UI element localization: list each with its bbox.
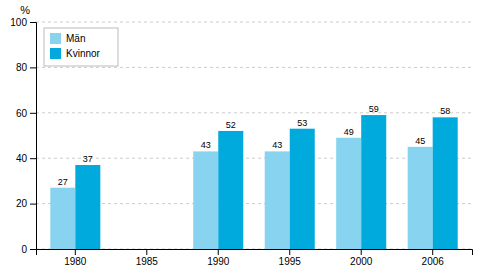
bar	[193, 151, 218, 249]
y-axis: 0 20 40 60 80 100	[10, 17, 36, 255]
tick-mark	[30, 204, 36, 205]
x-axis: 1980 1985 1990 1995 2000 2006	[37, 249, 473, 267]
bar	[75, 165, 100, 249]
data-label: 45	[415, 136, 425, 146]
bar	[408, 147, 433, 249]
grid-line	[36, 67, 472, 68]
grid-line	[36, 22, 472, 23]
tick: 2006	[422, 249, 445, 267]
tick: 0	[21, 244, 36, 255]
tick-mark	[218, 249, 219, 255]
tick: 60	[16, 108, 36, 119]
grid	[36, 22, 472, 249]
tick-mark	[289, 249, 290, 255]
tick-mark	[432, 249, 433, 255]
tick: 1995	[279, 249, 302, 267]
tick-label: 1980	[64, 256, 87, 267]
tick-mark	[75, 249, 76, 255]
data-label: 58	[440, 106, 450, 116]
bars	[50, 115, 457, 249]
axis-line	[37, 250, 473, 256]
bar	[336, 138, 361, 249]
data-label: 52	[226, 120, 236, 130]
tick: 20	[16, 198, 36, 209]
bar	[433, 117, 458, 249]
chart: 2743434945375253595819801985199019952000…	[0, 0, 484, 273]
data-label: 49	[344, 127, 354, 137]
tick-label: 20	[16, 198, 28, 209]
tick: 1980	[64, 249, 87, 267]
legend-item: Kvinnor	[50, 48, 101, 59]
tick-mark	[361, 249, 362, 255]
data-label: 27	[58, 177, 68, 187]
tick-mark	[30, 158, 36, 159]
bar	[50, 188, 75, 249]
tick-label: 40	[16, 153, 28, 164]
legend-label: Kvinnor	[66, 48, 101, 59]
grid-line	[36, 158, 472, 159]
tick: 2000	[350, 249, 373, 267]
tick-label: 1985	[136, 256, 159, 267]
legend-swatch	[50, 33, 61, 44]
bar	[265, 151, 290, 249]
bar	[361, 115, 386, 249]
tick-label: 100	[10, 17, 27, 28]
legend-box	[44, 28, 118, 66]
tick-label: 1990	[207, 256, 230, 267]
grid-line	[36, 112, 472, 113]
tick-label: 0	[21, 244, 27, 255]
data-label: 43	[272, 140, 282, 150]
tick: 1990	[207, 249, 230, 267]
tick: 1985	[136, 249, 159, 267]
grid-line	[36, 203, 472, 204]
bar	[290, 129, 315, 249]
tick-mark	[30, 67, 36, 68]
tick: 100	[10, 17, 36, 28]
tick-mark	[146, 249, 147, 255]
tick-mark	[30, 113, 36, 114]
tick: 80	[16, 62, 36, 73]
bar	[218, 131, 243, 249]
tick-mark	[30, 22, 36, 23]
tick-label: 1995	[279, 256, 302, 267]
tick: 40	[16, 153, 36, 164]
legend-label: Män	[66, 33, 85, 44]
tick-label: 80	[16, 62, 28, 73]
axis-line	[30, 23, 37, 250]
tick-label: 2006	[422, 256, 445, 267]
y-label: %	[20, 4, 30, 16]
legend-item: Män	[50, 33, 85, 44]
legend: Män Kvinnor	[44, 28, 118, 66]
data-label: 37	[83, 154, 93, 164]
data-label: 59	[369, 104, 379, 114]
plot: 2743434945375253595819801985199019952000…	[10, 17, 472, 267]
data-label: 53	[297, 118, 307, 128]
data-labels: 27 43 43 49 45 37 52 53 59 58	[58, 104, 450, 187]
data-label: 43	[201, 140, 211, 150]
tick-label: 2000	[350, 256, 373, 267]
tick-label: 60	[16, 108, 28, 119]
tick-mark	[30, 249, 36, 250]
legend-swatch	[50, 48, 61, 59]
